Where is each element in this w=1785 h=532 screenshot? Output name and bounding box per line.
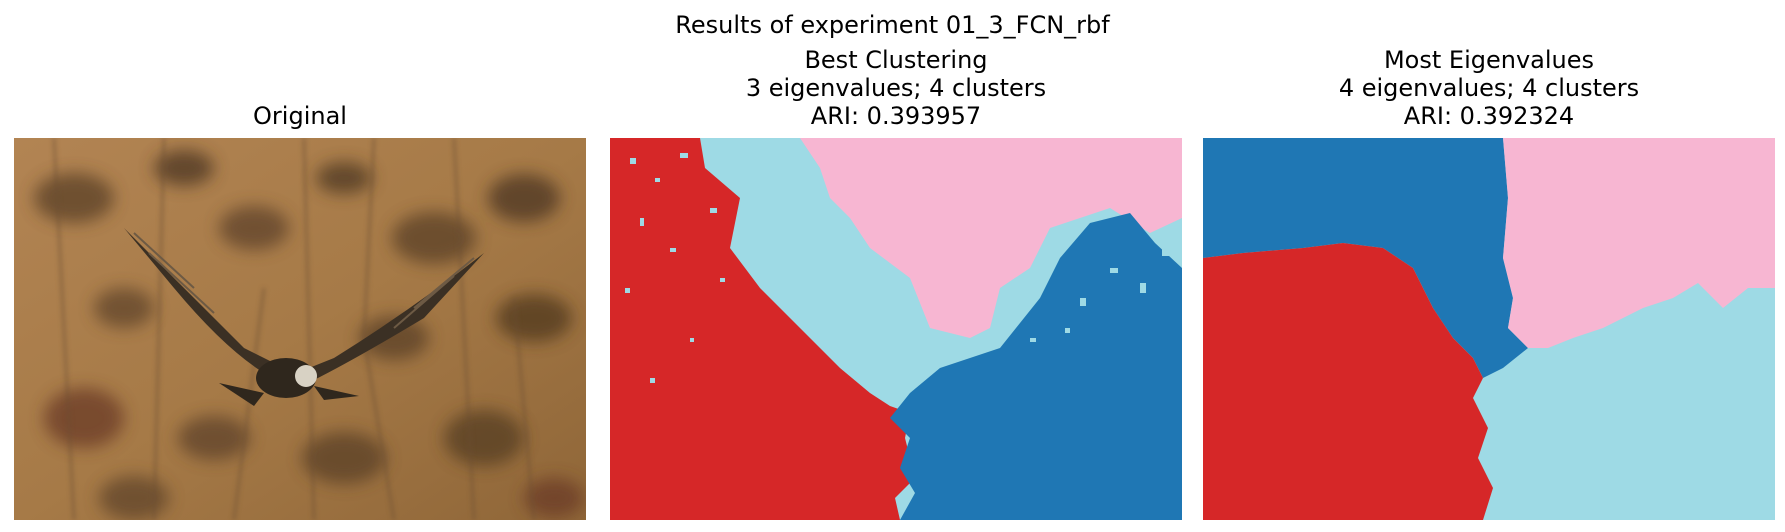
panel-title-original: Original: [253, 102, 347, 130]
cluster-pink-region: [1503, 138, 1775, 348]
most-eigenvalues-map: [1203, 138, 1775, 520]
cluster-red-region: [610, 138, 915, 520]
panel-title-most-eigenvalues: Most Eigenvalues 4 eigenvalues; 4 cluster…: [1338, 46, 1640, 130]
panel-original: Original: [14, 0, 586, 532]
original-photo: [14, 138, 586, 520]
panel-most-eigenvalues: Most Eigenvalues 4 eigenvalues; 4 cluster…: [1203, 0, 1775, 532]
best-clustering-map: [610, 138, 1182, 520]
cluster-red-region: [1203, 243, 1493, 520]
panel-title-best-clustering: Best Clustering 3 eigenvalues; 4 clusters…: [745, 46, 1047, 130]
panel-best-clustering: Best Clustering 3 eigenvalues; 4 clusters…: [610, 0, 1182, 532]
cluster-blue-region: [1203, 138, 1528, 378]
cluster-blue-region: [890, 213, 1182, 520]
figure-title: Results of experiment 01_3_FCN_rbf: [675, 11, 1110, 39]
hawk-icon: [124, 228, 484, 406]
